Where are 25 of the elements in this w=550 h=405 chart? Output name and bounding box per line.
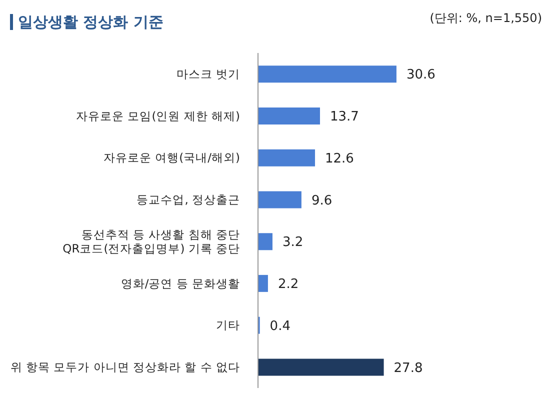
y-tick-label: 동선추적 등 사생활 침해 중단 QR코드(전자출입명부) 기록 중단: [62, 227, 240, 256]
y-tick-label: 위 항목 모두가 아니면 정상화라 할 수 없다: [10, 360, 240, 374]
bar: [258, 358, 384, 376]
bar: [258, 191, 302, 208]
data-label: 2.2: [278, 277, 299, 292]
bar: [258, 274, 268, 292]
data-label: 30.6: [406, 68, 436, 83]
y-tick-label: 자유로운 모임(인원 제한 해제): [76, 108, 240, 123]
data-label: 3.2: [282, 235, 304, 250]
y-tick-label: 자유로운 여행(국내/해외): [103, 150, 240, 165]
bar: [258, 149, 316, 166]
data-label: 0.4: [270, 318, 290, 334]
data-label: 13.7: [330, 110, 359, 125]
bar: [258, 66, 396, 83]
text: (단위: %, n=1,550): [430, 10, 542, 27]
y-tick-label: 마스크 벗기: [176, 66, 240, 81]
y-tick-label: 등교수업, 정상출근: [136, 192, 240, 207]
y-tick-label: 영화/공연 등 문화생활: [120, 276, 240, 290]
data-label: 9.6: [311, 193, 332, 208]
data-label: 12.6: [325, 151, 354, 166]
text: 일상생활 정상화 기준: [10, 13, 164, 31]
bar: [258, 107, 320, 124]
data-label: 27.8: [394, 360, 423, 376]
bar: [258, 233, 272, 250]
y-tick-label: 기타: [216, 318, 240, 332]
